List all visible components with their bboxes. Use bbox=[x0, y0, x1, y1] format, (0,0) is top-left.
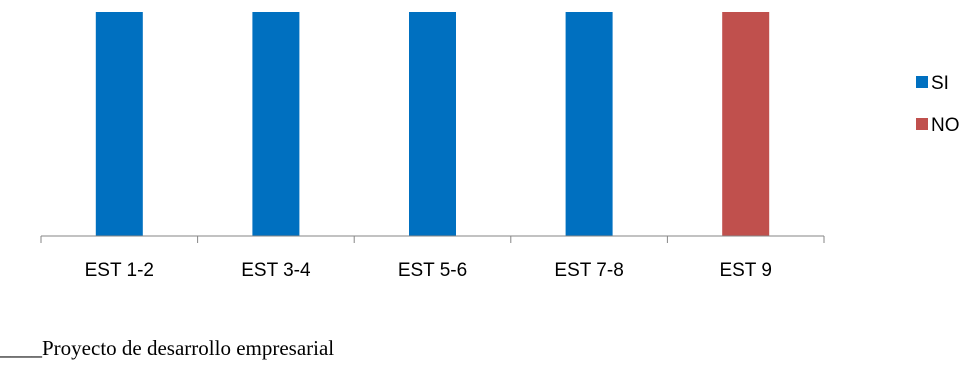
legend-label-no: NO bbox=[931, 115, 960, 136]
bar-est-7-8-si bbox=[565, 12, 613, 236]
x-tick-label-est-7-8: EST 7-8 bbox=[554, 260, 623, 281]
legend: SI NO bbox=[916, 73, 960, 136]
x-tick-label-est-5-6: EST 5-6 bbox=[398, 260, 467, 281]
bar-est-1-2-si bbox=[95, 12, 143, 236]
legend-item-no: NO bbox=[916, 115, 960, 136]
x-tick-label-est-3-4: EST 3-4 bbox=[241, 260, 311, 281]
x-tick-label-est-1-2: EST 1-2 bbox=[85, 260, 154, 281]
bar-est-5-6-si bbox=[409, 12, 456, 236]
bar-est-9-no bbox=[722, 12, 770, 236]
legend-label-si: SI bbox=[931, 73, 949, 94]
bar-est-3-4-si bbox=[252, 12, 300, 236]
legend-swatch-si bbox=[916, 76, 928, 88]
legend-swatch-no bbox=[916, 118, 928, 130]
footer-caption: ____Proyecto de desarrollo empresarial bbox=[0, 336, 335, 360]
x-axis-ticks bbox=[40, 236, 825, 243]
x-axis-tick-labels: EST 1-2 EST 3-4 EST 5-6 EST 7-8 EST 9 bbox=[85, 260, 772, 281]
x-tick-label-est-9: EST 9 bbox=[719, 260, 771, 281]
legend-item-si: SI bbox=[916, 73, 949, 94]
bar-group bbox=[95, 12, 770, 236]
